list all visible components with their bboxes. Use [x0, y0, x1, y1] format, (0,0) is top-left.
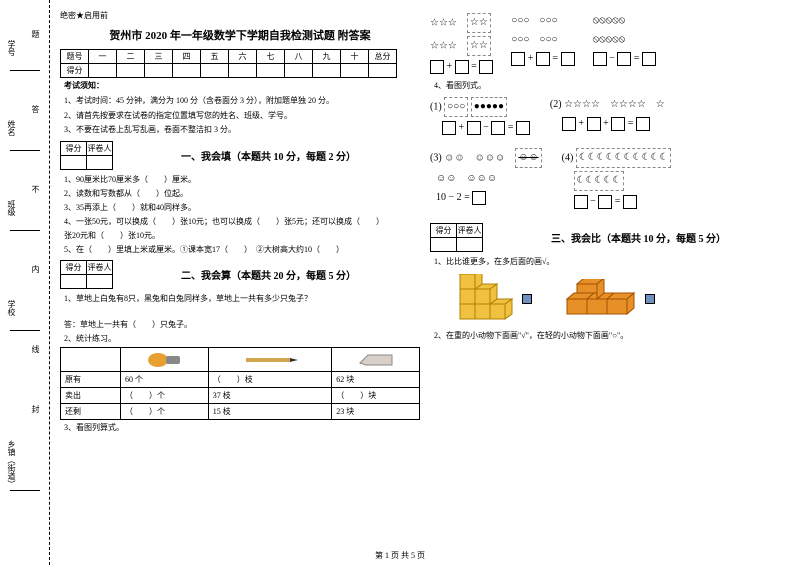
score-header-table: 题号 一 二 三 四 五 六 七 八 九 十 总分 得分	[60, 49, 397, 78]
binding-xingming: 姓名	[6, 120, 17, 136]
c: （ ）块	[332, 388, 420, 404]
crossed-group: ⦸⦸⦸⦸⦸ ⦸⦸⦸⦸⦸ − =	[593, 10, 656, 78]
q1-1: 1、90厘米比70厘米多（ ）厘米。	[64, 174, 420, 186]
score-box-3: 得分评卷人	[430, 223, 483, 252]
q2-4: 4、看图列式。	[434, 80, 790, 92]
notice-title: 考试须知：	[64, 80, 420, 93]
lbl: (4)	[562, 152, 574, 163]
q2-1a: 1、草地上白兔有8只，黑兔和白兔同样多，草地上一共有多少只兔子？	[64, 293, 420, 305]
q1-4a: 4、一张50元，可以换成（ ）张10元；也可以换成（ ）张5元；还可以换成（ ）	[64, 216, 420, 228]
lbl: (3)	[430, 152, 442, 163]
c: 15 枝	[208, 404, 332, 420]
c: 还剩	[61, 404, 121, 420]
lbl: (2)	[550, 99, 562, 110]
q3-2: 2、在重的小动物下面画"√"，在轻的小动物下面画"○"。	[434, 330, 790, 342]
sec2-title: 二、我会算（本题共 20 分，每题 5 分）	[117, 267, 420, 282]
c: 原有	[61, 372, 121, 388]
binding-bu: 不	[30, 185, 41, 193]
secret-label: 绝密★启用前	[60, 10, 420, 21]
lbl: (1)	[430, 101, 442, 112]
sec1-title: 一、我会填（本题共 10 分，每题 2 分）	[117, 148, 420, 163]
sub1: (1) ○○○ ●●●●● + − =	[430, 94, 530, 139]
q3-1: 1、比比谁更多，在多后面的画√。	[434, 256, 790, 268]
notice-1: 1、考试时间：45 分钟，满分为 100 分（含卷面分 3 分），附加题单独 2…	[64, 95, 420, 108]
sharpener-icon	[121, 348, 209, 372]
score-box-1: 得分评卷人	[60, 141, 113, 170]
pencil-icon	[208, 348, 332, 372]
binding-banji: 班级	[6, 200, 17, 216]
hc: 十	[341, 50, 369, 64]
hc: 总分	[369, 50, 397, 64]
binding-feng: 封	[30, 405, 41, 413]
hc: 三	[145, 50, 173, 64]
hc: 七	[257, 50, 285, 64]
exam-title: 贺州市 2020 年一年级数学下学期自我检测试题 附答案	[60, 27, 420, 43]
sl: 得分	[61, 261, 87, 275]
binding-xiangzhen: 乡镇（街道）	[6, 440, 17, 488]
score-box-2: 得分评卷人	[60, 260, 113, 289]
stars-group: ☆☆☆ ☆☆ ☆☆☆ ☆☆ + =	[430, 10, 493, 78]
notice-2: 2、请首先按要求在试卷的指定位置填写您的姓名、班级、学号。	[64, 110, 420, 123]
sec3-title: 三、我会比（本题共 10 分，每题 5 分）	[487, 230, 790, 245]
hc: 八	[285, 50, 313, 64]
q2-1b: 答：草地上一共有（ ）只兔子。	[64, 319, 420, 331]
sl: 评卷人	[87, 142, 113, 156]
hc: 二	[117, 50, 145, 64]
q2-2: 2、统计练习。	[64, 333, 420, 345]
sl: 评卷人	[457, 224, 483, 238]
c: 卖出	[61, 388, 121, 404]
binding-xian: 线	[30, 345, 41, 353]
eraser-icon	[332, 348, 420, 372]
c: （ ）个	[121, 388, 209, 404]
binding-xuexiao: 学校	[6, 300, 17, 316]
stat-table: 原有60 个（ ）枝62 块 卖出（ ）个37 枝（ ）块 还剩（ ）个15 枝…	[60, 347, 420, 420]
sl: 得分	[431, 224, 457, 238]
hc: 一	[89, 50, 117, 64]
hc: 四	[173, 50, 201, 64]
c: 23 块	[332, 404, 420, 420]
sub2: (2) ☆☆☆☆ ☆☆☆☆ ☆ + + =	[550, 94, 665, 139]
hc: 题号	[61, 50, 89, 64]
sub4: (4) ☾☾☾☾☾☾☾☾☾☾ ☾☾☾☾☾ − =	[562, 145, 672, 213]
binding-ti: 题	[30, 30, 41, 38]
binding-da: 答	[30, 105, 41, 113]
notice-3: 3、不要在试卷上乱写乱画，卷面不整洁扣 3 分。	[64, 124, 420, 137]
hc: 九	[313, 50, 341, 64]
circles-group: ○○○ ○○○ ○○○ ○○○ + =	[511, 10, 574, 78]
binding-xuehao: 学号	[6, 40, 17, 56]
hc: 六	[229, 50, 257, 64]
c: （ ）枝	[208, 372, 332, 388]
q1-3: 3、35再添上（ ）就和40同样多。	[64, 202, 420, 214]
cubes-orange	[562, 279, 654, 319]
binding-nei: 内	[30, 265, 41, 273]
c: （ ）个	[121, 404, 209, 420]
sl: 得分	[61, 142, 87, 156]
c: 62 块	[332, 372, 420, 388]
page-footer: 第 1 页 共 5 页	[0, 550, 800, 561]
hc: 得分	[61, 64, 89, 78]
sub3: (3) ☺☺ ☺☺☺ ☺☺ ☺☺ ☺☺☺ 10 − 2 =	[430, 145, 542, 213]
q2-3: 3、看图列算式。	[64, 422, 420, 434]
cubes-yellow	[450, 274, 532, 324]
c: 37 枝	[208, 388, 332, 404]
q1-4b: 张20元和（ ）张10元。	[64, 230, 420, 242]
c: 60 个	[121, 372, 209, 388]
sl: 评卷人	[87, 261, 113, 275]
expr: 10 − 2 =	[436, 192, 470, 203]
q1-2: 2、读数和写数都从（ ）位起。	[64, 188, 420, 200]
hc: 五	[201, 50, 229, 64]
q1-5: 5、在（ ）里填上米或厘米。①课本宽17（ ） ②大树高大约10（ ）	[64, 244, 420, 256]
